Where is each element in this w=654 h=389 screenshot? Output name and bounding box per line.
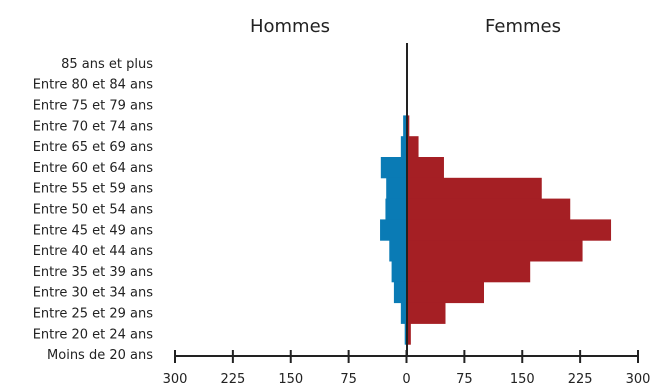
x-tick-label: 0 — [402, 372, 410, 387]
x-tick-label: 75 — [456, 372, 473, 387]
heading-femmes: Femmes — [485, 16, 561, 37]
x-tick-label: 300 — [626, 372, 651, 387]
category-label: Moins de 20 ans — [47, 348, 153, 363]
x-tick-label: 75 — [340, 372, 357, 387]
bar-hommes — [393, 281, 407, 304]
category-label: Entre 20 et 24 ans — [33, 327, 154, 342]
bar-hommes — [400, 302, 407, 324]
bar-femmes — [407, 323, 411, 345]
bars-group — [380, 115, 612, 345]
bar-femmes — [407, 198, 571, 220]
bar-femmes — [407, 157, 444, 179]
bar-femmes — [407, 240, 583, 262]
bar-femmes — [407, 115, 410, 137]
category-label: Entre 30 et 34 ans — [33, 286, 154, 301]
category-label: Entre 35 et 39 ans — [33, 265, 154, 280]
bar-femmes — [407, 281, 484, 304]
bar-femmes — [407, 261, 531, 283]
x-tick-label: 225 — [220, 372, 245, 387]
bar-hommes — [391, 261, 407, 283]
bar-hommes — [380, 157, 407, 179]
bar-femmes — [407, 177, 542, 200]
category-label: Entre 40 et 44 ans — [33, 244, 154, 259]
bar-hommes — [404, 323, 407, 345]
bar-femmes — [407, 219, 612, 241]
category-labels: 85 ans et plus Entre 80 et 84 ans Entre 75… — [33, 57, 154, 363]
bar-hommes — [385, 198, 407, 220]
heading-hommes: Hommes — [250, 16, 330, 37]
category-label: Entre 45 et 49 ans — [33, 223, 154, 238]
category-label: Entre 80 et 84 ans — [33, 78, 154, 93]
category-label: Entre 50 et 54 ans — [33, 203, 154, 218]
x-tick-label: 225 — [568, 372, 593, 387]
category-label: Entre 55 et 59 ans — [33, 182, 154, 197]
bar-hommes — [389, 240, 407, 262]
category-label: Entre 70 et 74 ans — [33, 119, 154, 134]
category-label: 85 ans et plus — [61, 57, 153, 72]
bar-hommes — [380, 219, 407, 241]
category-label: Entre 65 et 69 ans — [33, 140, 154, 155]
category-label: Entre 75 et 79 ans — [33, 99, 154, 114]
x-tick-label: 300 — [163, 372, 188, 387]
bar-hommes — [403, 115, 407, 137]
bar-femmes — [407, 302, 446, 324]
x-tick-label: 150 — [510, 372, 535, 387]
category-label: Entre 60 et 64 ans — [33, 161, 154, 176]
bar-hommes — [400, 136, 407, 158]
x-axis-ticks: 300 225 150 75 0 75 150 225 300 — [163, 350, 651, 387]
x-tick-label: 150 — [278, 372, 303, 387]
bar-femmes — [407, 136, 419, 158]
bar-hommes — [386, 177, 407, 200]
category-label: Entre 25 et 29 ans — [33, 307, 154, 322]
